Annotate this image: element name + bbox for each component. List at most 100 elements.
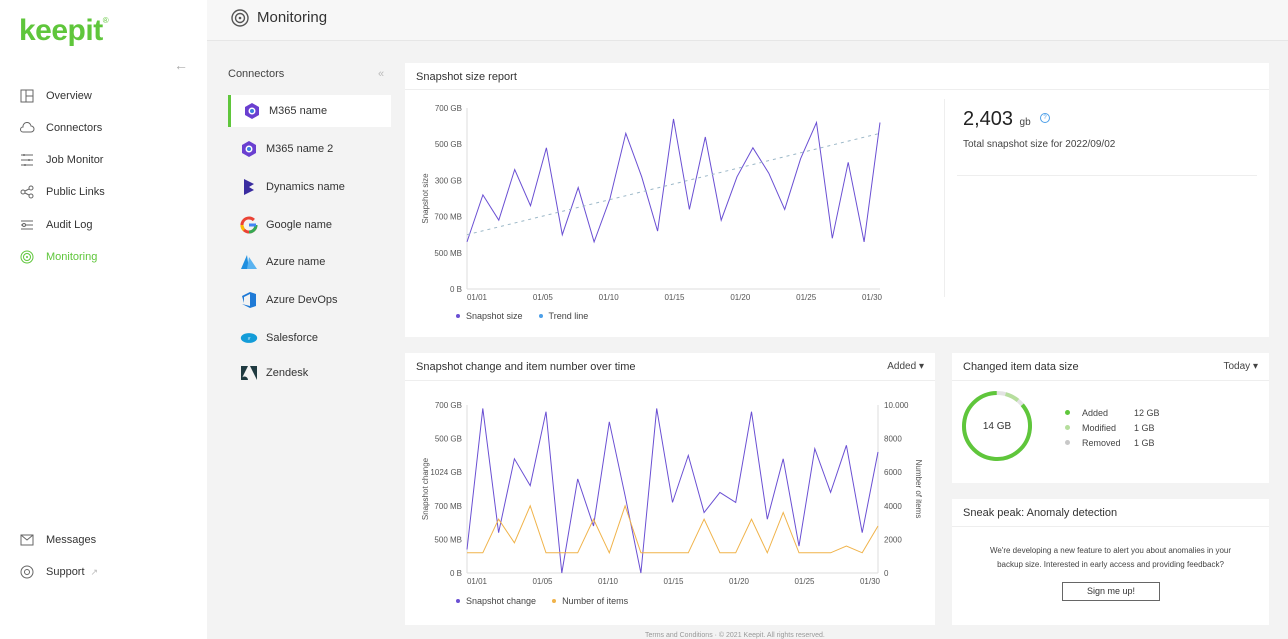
page-title: Monitoring xyxy=(257,9,328,26)
legend-label: Added xyxy=(1082,407,1109,418)
y-tick-label: 0 B xyxy=(450,569,462,578)
svg-text:sf: sf xyxy=(248,337,251,341)
mail-icon xyxy=(19,532,35,548)
connector-item-m365[interactable]: M365 name xyxy=(228,95,391,127)
card-title: Sneak peak: Anomaly detection xyxy=(963,507,1118,519)
sidebar-item-overview[interactable]: Overview xyxy=(19,85,92,107)
azure-icon xyxy=(240,253,258,271)
legend-dot xyxy=(456,599,460,603)
sidebar-item-label: Audit Log xyxy=(46,219,93,231)
connector-item-google[interactable]: Google name xyxy=(228,209,388,241)
legend-item: Snapshot size xyxy=(456,311,523,321)
series-line-1 xyxy=(466,132,881,236)
google-icon xyxy=(240,216,258,234)
x-tick-label: 01/01 xyxy=(467,293,488,302)
card-divider xyxy=(405,380,935,381)
y-axis-title: Snapshot size xyxy=(421,173,430,224)
connector-label: Dynamics name xyxy=(266,181,345,193)
y2-tick-label: 0 xyxy=(884,569,889,578)
today-filter-dropdown[interactable]: Today ▾ xyxy=(1224,361,1259,372)
sidebar-item-label: Overview xyxy=(46,90,92,102)
sidebar-item-connectors[interactable]: Connectors xyxy=(19,117,102,139)
snapshot-size-card: Snapshot size report 0 B 500 MB 700 MB 300 … xyxy=(405,63,1269,337)
y-tick-label: 300 GB xyxy=(435,176,462,185)
external-link-icon: ↗ xyxy=(90,566,99,577)
dropdown-value: Today xyxy=(1223,361,1251,372)
sidebar-item-support[interactable]: Support ↗ xyxy=(19,561,98,583)
x-tick-label: 01/30 xyxy=(862,293,883,302)
sidebar-item-label: Connectors xyxy=(46,122,103,134)
connector-label: Google name xyxy=(266,219,333,231)
legend-label: Trend line xyxy=(548,311,589,321)
legend-value: 12 GB xyxy=(1134,407,1160,418)
sidebar-item-job-monitor[interactable]: Job Monitor xyxy=(19,149,103,171)
keepit-logo[interactable]: keepit® xyxy=(19,14,109,47)
snapshot-size-chart: 0 B 500 MB 700 MB 300 GB 500 GB 700 GB 01/01 01… xyxy=(421,104,883,302)
legend-value: 1 GB xyxy=(1134,422,1155,433)
legend-label: Number of items xyxy=(562,596,629,606)
collapse-sidebar-icon[interactable]: ← xyxy=(174,57,188,73)
donut-chart xyxy=(962,391,1032,461)
legend-label: Modified xyxy=(1082,422,1117,433)
x-tick-label: 01/15 xyxy=(663,577,684,586)
y2-tick-label: 8000 xyxy=(884,435,902,444)
chart-legend: Snapshot change Number of items xyxy=(456,596,644,606)
legend-dot xyxy=(1065,425,1070,430)
card-divider xyxy=(952,380,1269,381)
x-tick-label: 01/25 xyxy=(796,293,817,302)
legend-row-removed: Removed 1 GB xyxy=(1065,435,1160,450)
connectors-header: Connectors xyxy=(228,68,285,80)
connector-label: Azure DevOps xyxy=(266,294,338,306)
sidebar-item-monitoring[interactable]: Monitoring xyxy=(19,246,97,268)
top-bar: Monitoring xyxy=(207,0,1288,41)
m365-icon xyxy=(240,140,258,158)
y2-tick-label: 6000 xyxy=(884,468,902,477)
y-tick-label: 500 MB xyxy=(434,249,462,258)
x-tick-label: 01/15 xyxy=(664,293,685,302)
x-tick-label: 01/01 xyxy=(467,577,488,586)
card-title: Snapshot size report xyxy=(416,71,517,83)
anomaly-text-line: backup size. Interested in early access … xyxy=(997,560,1224,569)
legend-label: Snapshot change xyxy=(466,596,537,606)
added-filter-dropdown[interactable]: Added ▾ xyxy=(887,361,924,372)
series-line-0 xyxy=(466,118,881,244)
y-tick-label: 500 MB xyxy=(434,535,462,544)
sidebar-item-label: Monitoring xyxy=(46,251,98,263)
sign-me-up-button[interactable]: Sign me up! xyxy=(1062,582,1160,601)
x-tick-label: 01/30 xyxy=(860,577,881,586)
monitoring-icon xyxy=(231,9,249,32)
snapshot-change-chart: 0 B 500 MB 700 MB 1024 GB 500 GB 700 GB 0 2000 4… xyxy=(421,401,923,586)
connector-item-azure-devops[interactable]: Azure DevOps xyxy=(228,284,388,316)
connector-item-dynamics[interactable]: Dynamics name xyxy=(228,171,388,203)
legend-dot xyxy=(552,599,557,603)
y2-axis-title: Number of items xyxy=(914,460,923,519)
card-divider xyxy=(405,89,1269,90)
sidebar-item-label: Job Monitor xyxy=(46,154,104,166)
sidebar-item-messages[interactable]: Messages xyxy=(19,529,96,551)
chevron-down-icon: ▾ xyxy=(918,361,924,372)
collapse-connectors-icon[interactable]: « xyxy=(378,68,385,80)
sidebar-item-public-links[interactable]: Public Links xyxy=(19,181,105,203)
monitoring-icon xyxy=(19,249,35,265)
connector-item-salesforce[interactable]: sf Salesforce xyxy=(228,322,388,354)
y-axis-title: Snapshot change xyxy=(421,457,430,520)
card-title: Snapshot change and item number over tim… xyxy=(416,361,636,373)
connector-item-azure[interactable]: Azure name xyxy=(228,246,388,278)
anomaly-text: We're developing a new feature to alert … xyxy=(952,544,1269,572)
changed-item-card: Changed item data size Today ▾ 14 GB Add… xyxy=(952,353,1269,483)
snapshot-change-card: Snapshot change and item number over tim… xyxy=(405,353,935,625)
connector-item-zendesk[interactable]: Zendesk xyxy=(228,357,388,389)
y-tick-label: 700 MB xyxy=(434,502,462,511)
sidebar-item-label: Messages xyxy=(46,534,97,546)
list-icon xyxy=(19,152,35,168)
y-tick-label: 500 GB xyxy=(435,435,462,444)
sidebar-item-audit-log[interactable]: Audit Log xyxy=(19,214,92,236)
connector-item-m365-2[interactable]: M365 name 2 xyxy=(228,133,388,165)
x-tick-label: 01/20 xyxy=(730,293,751,302)
connector-label: Zendesk xyxy=(266,367,309,379)
x-tick-label: 01/20 xyxy=(729,577,750,586)
y-tick-label: 1024 GB xyxy=(430,468,462,477)
legend-value: 1 GB xyxy=(1134,437,1155,448)
series-line-1 xyxy=(467,504,879,555)
info-icon[interactable]: ? xyxy=(1040,113,1051,123)
